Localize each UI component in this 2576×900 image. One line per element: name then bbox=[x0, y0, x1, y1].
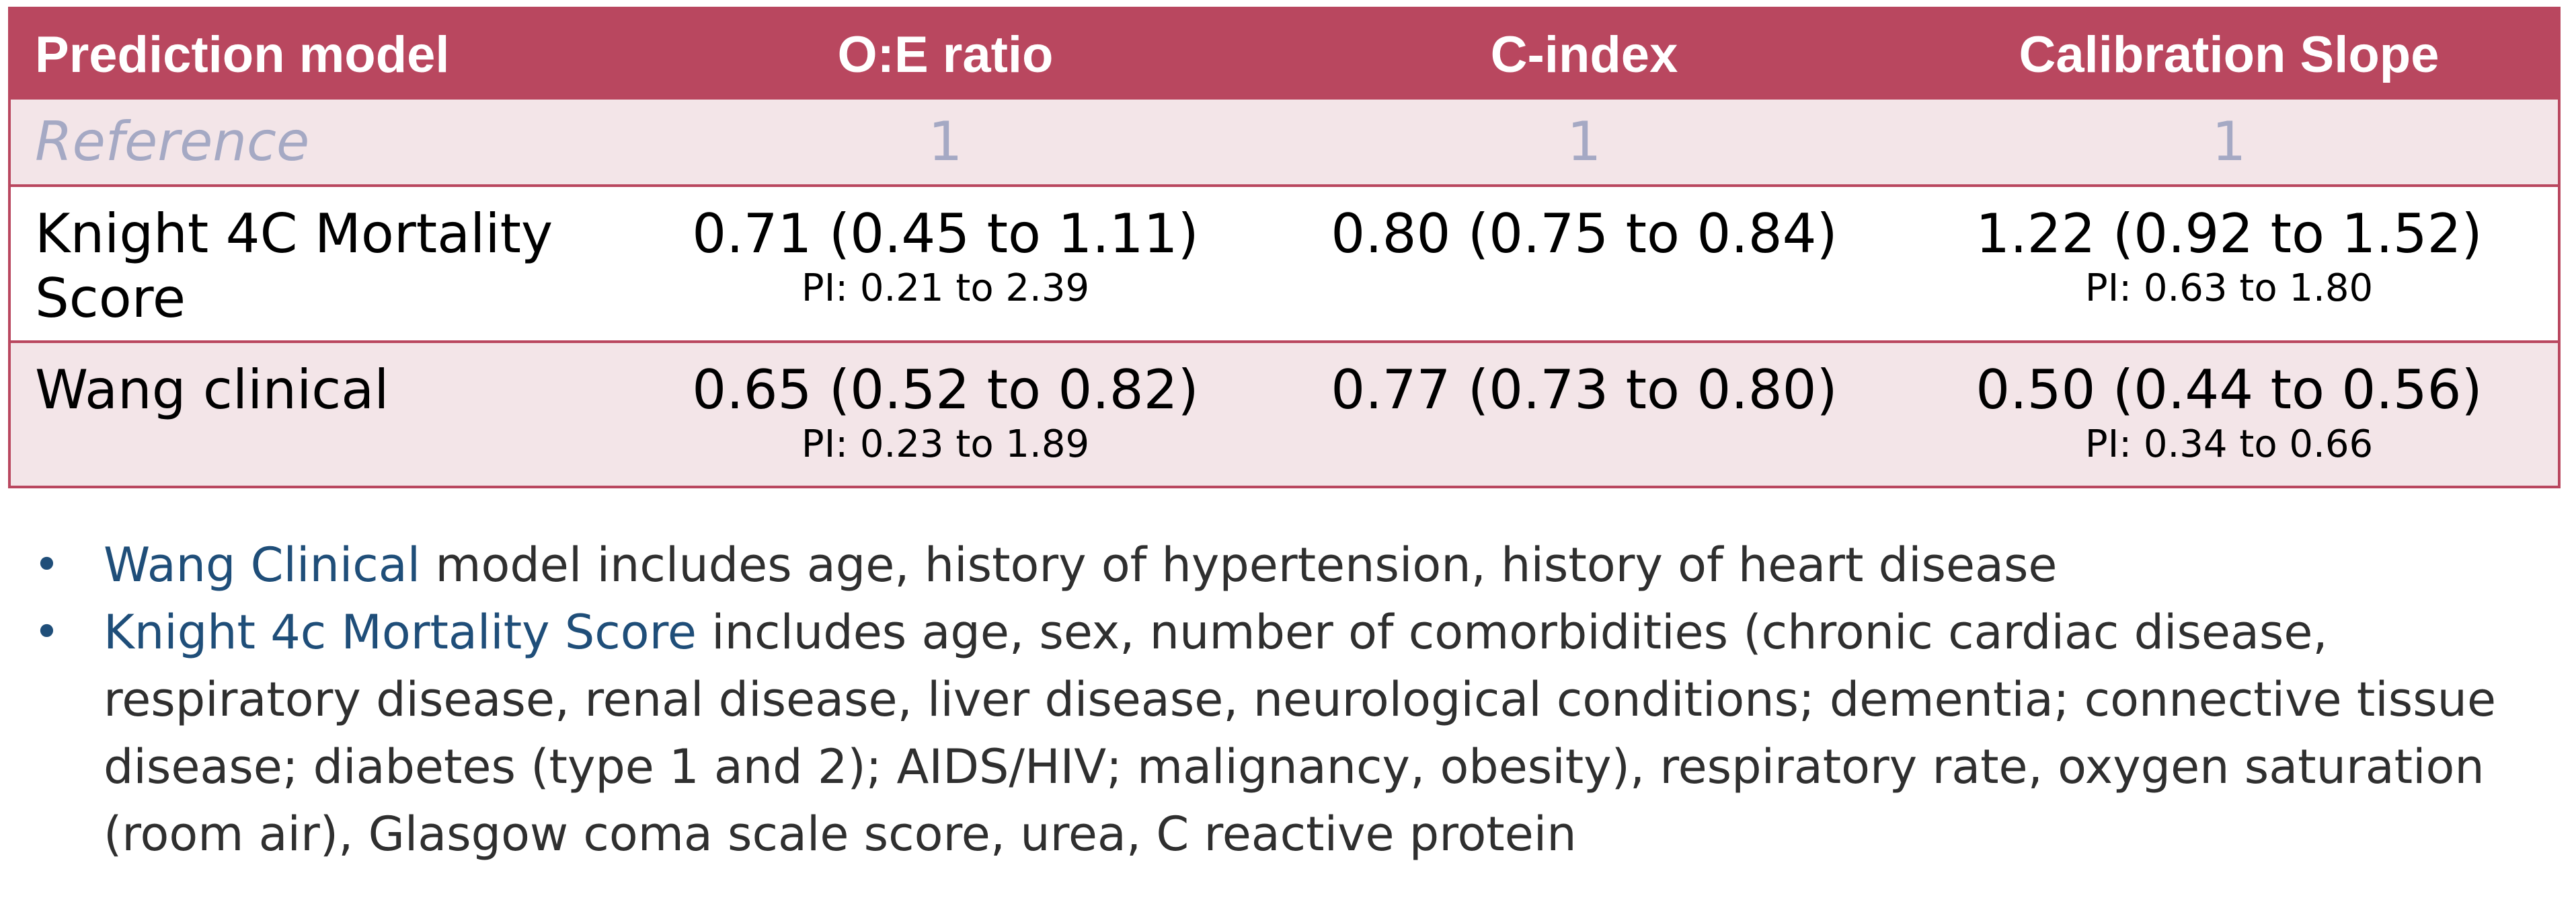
note-text: includes age, sex, number of comorbiditi… bbox=[104, 605, 2497, 862]
note-highlight: Wang Clinical bbox=[104, 537, 421, 593]
reference-label: Reference bbox=[35, 110, 310, 173]
slope-prediction-interval: PI: 0.34 to 0.66 bbox=[2084, 422, 2374, 466]
table-row-reference: Reference 1 1 1 bbox=[11, 100, 2558, 186]
table-row-wang: Wang clinical 0.65 (0.52 to 0.82) PI: 0.… bbox=[11, 340, 2558, 486]
header-oe-ratio: O:E ratio bbox=[837, 26, 1054, 83]
slope-cell: 1.22 (0.92 to 1.52) PI: 0.63 to 1.80 bbox=[1900, 184, 2558, 342]
prediction-model-table: Prediction model O:E ratio C-index Calib… bbox=[8, 7, 2561, 488]
table-header-row: Prediction model O:E ratio C-index Calib… bbox=[11, 9, 2558, 100]
cindex-value: 0.80 (0.75 to 0.84) bbox=[1331, 202, 1838, 265]
oe-value: 0.71 (0.45 to 1.11) bbox=[692, 202, 1199, 265]
cindex-value: 0.77 (0.73 to 0.80) bbox=[1331, 359, 1838, 421]
reference-oe: 1 bbox=[928, 110, 963, 173]
slope-cell: 0.50 (0.44 to 0.56) PI: 0.34 to 0.66 bbox=[1900, 340, 2558, 486]
reference-cindex: 1 bbox=[1567, 110, 1602, 173]
model-name: Knight 4C Mortality Score bbox=[11, 184, 623, 342]
oe-value: 0.65 (0.52 to 0.82) bbox=[692, 359, 1199, 421]
header-c-index: C-index bbox=[1490, 26, 1678, 83]
slope-value: 0.50 (0.44 to 0.56) bbox=[1976, 359, 2483, 421]
header-calibration-slope: Calibration Slope bbox=[2019, 26, 2440, 83]
header-prediction-model: Prediction model bbox=[35, 26, 450, 83]
cindex-cell: 0.77 (0.73 to 0.80) bbox=[1268, 340, 1900, 486]
cindex-cell: 0.80 (0.75 to 0.84) bbox=[1268, 184, 1900, 342]
note-knight-score: • Knight 4c Mortality Score includes age,… bbox=[34, 599, 2548, 868]
oe-prediction-interval: PI: 0.23 to 1.89 bbox=[801, 422, 1090, 466]
oe-cell: 0.71 (0.45 to 1.11) PI: 0.21 to 2.39 bbox=[623, 184, 1268, 342]
model-name: Wang clinical bbox=[11, 340, 623, 486]
note-text: model includes age, history of hypertens… bbox=[420, 537, 2058, 593]
oe-prediction-interval: PI: 0.21 to 2.39 bbox=[801, 266, 1090, 310]
note-highlight: Knight 4c Mortality Score bbox=[104, 605, 697, 660]
bullet-icon: • bbox=[34, 539, 60, 591]
model-notes-list: • Wang Clinical model includes age, histo… bbox=[34, 531, 2548, 868]
reference-slope: 1 bbox=[2212, 110, 2247, 173]
slope-value: 1.22 (0.92 to 1.52) bbox=[1976, 202, 2483, 265]
table-row-knight: Knight 4C Mortality Score 0.71 (0.45 to … bbox=[11, 184, 2558, 342]
note-wang-clinical: • Wang Clinical model includes age, histo… bbox=[34, 531, 2548, 599]
results-table: Prediction model O:E ratio C-index Calib… bbox=[11, 9, 2558, 486]
bullet-icon: • bbox=[34, 606, 60, 658]
slope-prediction-interval: PI: 0.63 to 1.80 bbox=[2084, 266, 2374, 310]
oe-cell: 0.65 (0.52 to 0.82) PI: 0.23 to 1.89 bbox=[623, 340, 1268, 486]
